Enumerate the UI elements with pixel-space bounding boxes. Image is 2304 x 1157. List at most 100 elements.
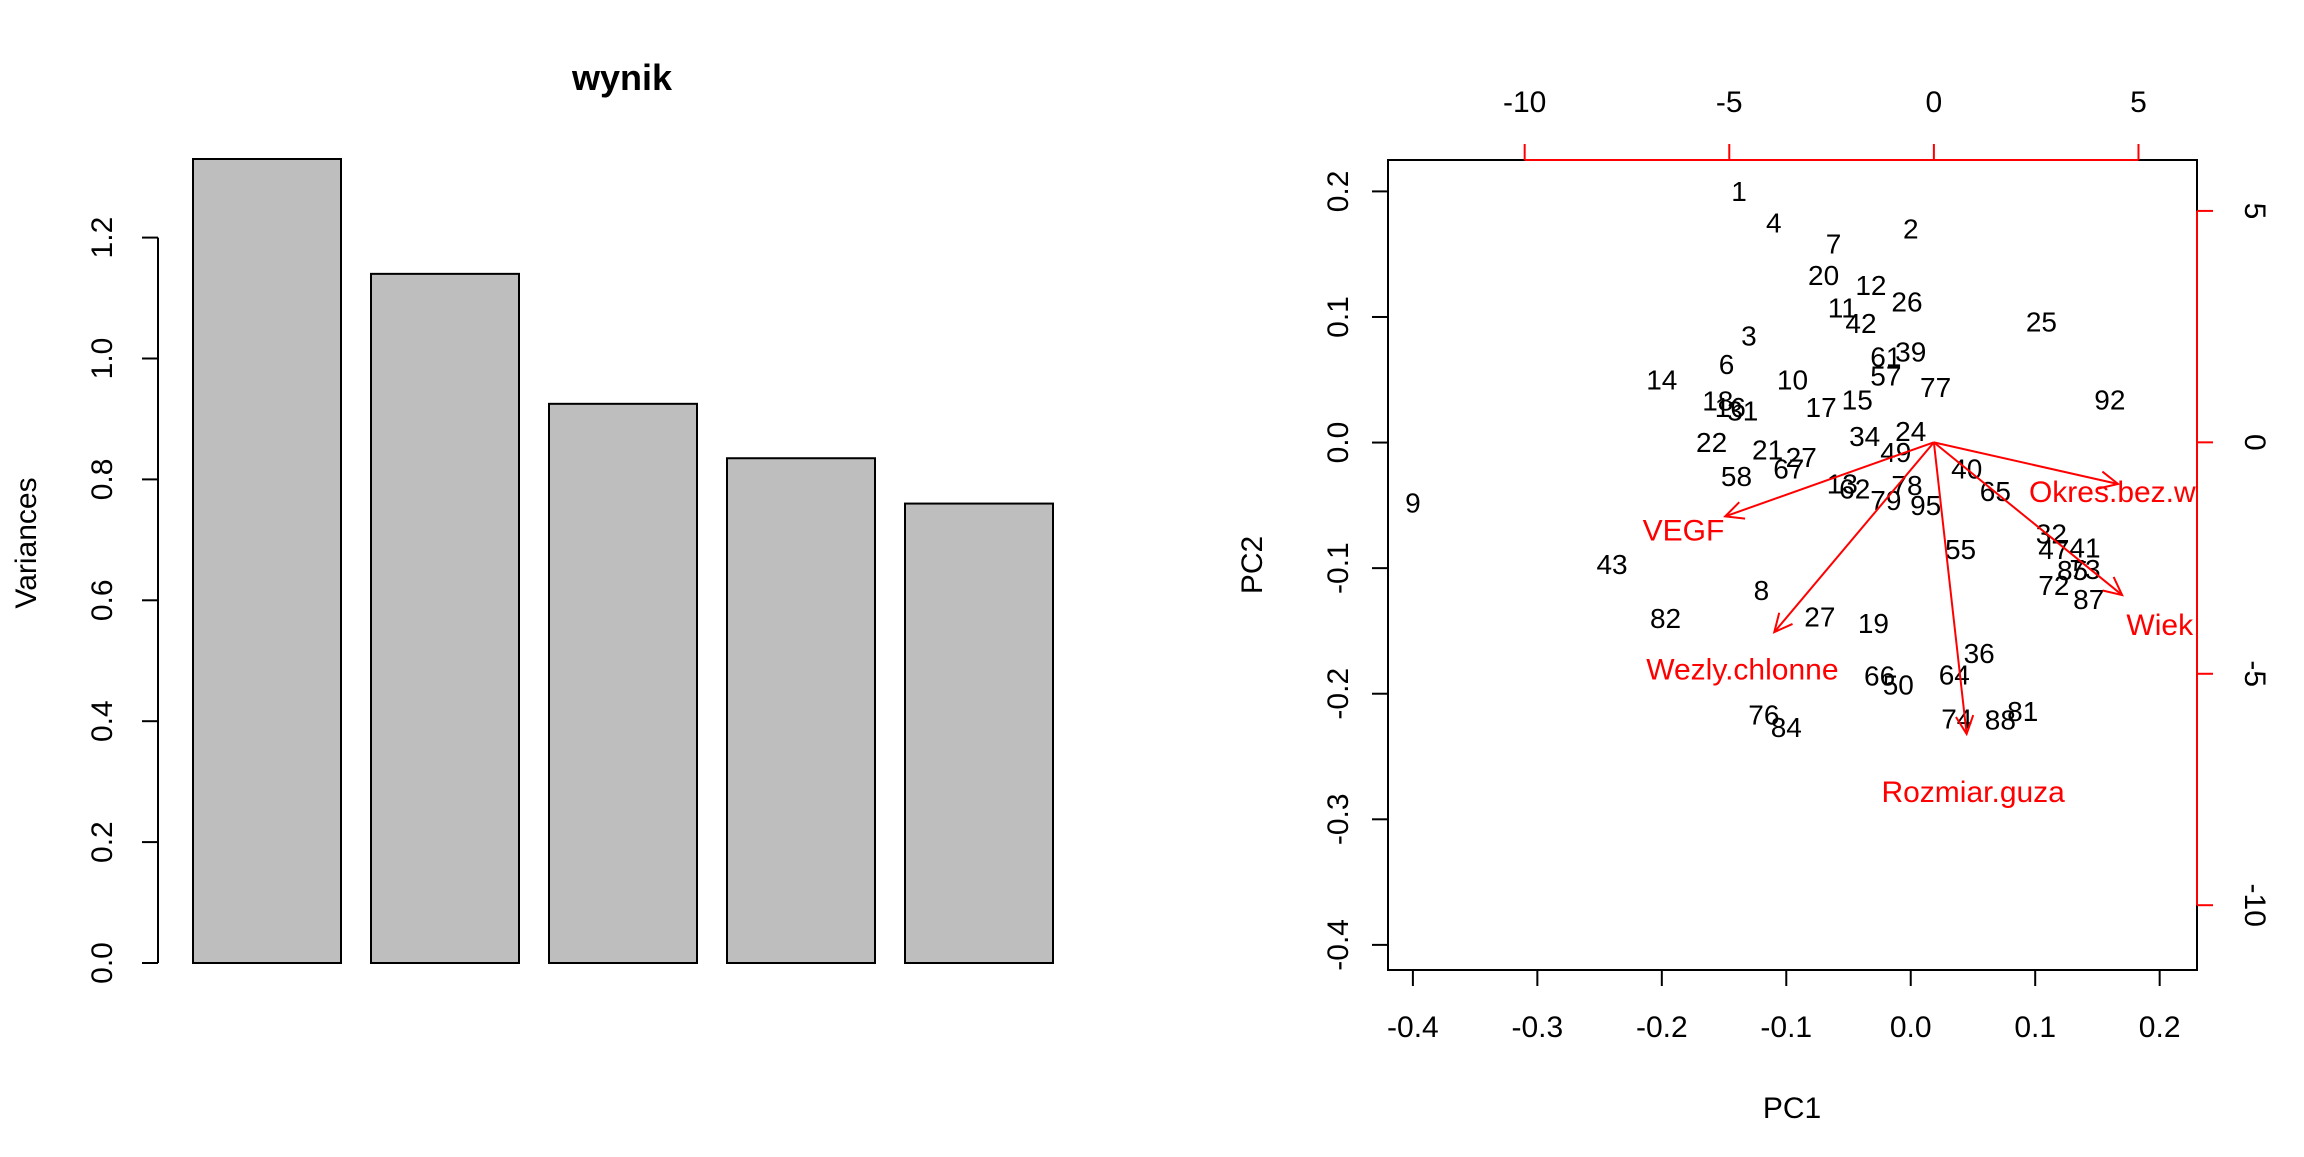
point-label: 24	[1895, 416, 1926, 447]
x-tick-label: -0.4	[1387, 1011, 1439, 1044]
point-label: 88	[1985, 705, 2016, 736]
x-tick-label: 0.1	[2014, 1011, 2056, 1044]
loading-label: Rozmiar.guza	[1881, 776, 2065, 809]
x-tick-label: -0.2	[1636, 1011, 1688, 1044]
y-tick-label: 0.6	[86, 579, 119, 621]
point-label: 31	[1727, 396, 1758, 427]
point-label: 95	[1910, 490, 1941, 521]
x-tick-label: -0.3	[1512, 1011, 1564, 1044]
point-label: 22	[1696, 427, 1727, 458]
point-label: 1	[1731, 176, 1747, 207]
right-tick-label: 5	[2238, 203, 2271, 220]
right-tick-label: 0	[2238, 434, 2271, 451]
y-tick-label: 0.4	[86, 700, 119, 742]
point-label: 27	[1804, 602, 1835, 633]
point-label: 17	[1806, 392, 1837, 423]
point-label: 61	[1870, 342, 1901, 373]
point-label: 4	[1766, 207, 1782, 238]
loading-label: Wiek	[2126, 609, 2194, 642]
top-tick-label: 0	[1926, 86, 1943, 119]
point-label: 15	[1842, 384, 1873, 415]
bars	[192, 158, 1054, 965]
point-label: 66	[1864, 661, 1895, 692]
point-label: 39	[1895, 337, 1926, 368]
bar	[726, 457, 876, 964]
loading-arrow	[1933, 441, 2123, 596]
arrow-head	[1772, 612, 1793, 634]
y-tick-label: -0.3	[1322, 793, 1355, 845]
top-tick-label: 5	[2130, 86, 2147, 119]
point-label: 12	[1855, 270, 1886, 301]
y-tick-label: 0.0	[86, 942, 119, 984]
y-tick-label: 0.2	[86, 821, 119, 863]
y-axis: -0.4 -0.3 -0.2 -0.1 0.0 0.1 0.2	[1322, 171, 1389, 971]
point-label: 14	[1646, 364, 1677, 395]
point-label: 82	[1650, 603, 1681, 634]
point-label: 7	[1826, 229, 1842, 260]
point-label: 50	[1883, 669, 1914, 700]
point-label: 18	[1702, 386, 1733, 417]
point-label: 34	[1849, 421, 1880, 452]
y-tick-label: 0.1	[1322, 296, 1355, 338]
point-label: 57	[1870, 361, 1901, 392]
point-label: 92	[2094, 384, 2125, 415]
point-label: 20	[1808, 260, 1839, 291]
loading-arrow	[1724, 441, 1935, 518]
point-label: 26	[1891, 286, 1922, 317]
y-tick-label: 0.0	[1322, 422, 1355, 464]
point-label: 8	[1754, 575, 1770, 606]
y-tick-label: 0.2	[1322, 171, 1355, 213]
pca-biplot: -0.4 -0.3 -0.2 -0.1 0.0 0.1 0.2 -0.4-0.3-0.2-0…	[1236, 86, 2281, 1125]
loading-arrows: VEGF Wezly.chlonne Rozmiar.guza Wiek Okres.b…	[1643, 441, 2281, 809]
bar	[548, 402, 698, 964]
point-label: 58	[1721, 461, 1752, 492]
y-tick-label: -0.2	[1322, 668, 1355, 720]
arrow-head	[2102, 576, 2124, 597]
point-label: 42	[1845, 308, 1876, 339]
loading-label: Wezly.chlonne	[1646, 654, 1838, 687]
point-label: 3	[1741, 320, 1757, 351]
point-label: 16	[1715, 392, 1746, 423]
x-tick-label: -0.1	[1760, 1011, 1812, 1044]
point-label: 25	[2026, 307, 2057, 338]
point-label: 19	[1858, 608, 1889, 639]
bar	[904, 502, 1054, 964]
chart-title: wynik	[571, 57, 673, 98]
y-tick-label: 1.0	[86, 338, 119, 380]
bar	[192, 158, 342, 964]
arrow-head	[2098, 470, 2121, 490]
right-tick-label: -5	[2238, 660, 2271, 687]
right-tick-label: -10	[2238, 884, 2271, 927]
x-tick-label: 0.0	[1890, 1011, 1932, 1044]
point-label: 13	[1827, 469, 1858, 500]
loading-label: Okres.bez.wznowy	[2029, 476, 2281, 509]
point-label: 32	[2036, 519, 2067, 550]
point-label: 84	[1771, 712, 1802, 743]
point-label: 55	[1945, 534, 1976, 565]
point-label: 62	[1839, 474, 1870, 505]
point-label: 41	[2069, 533, 2100, 564]
y-axis-label: Variances	[10, 477, 43, 608]
point-label: 72	[2038, 570, 2069, 601]
point-label: 73	[2069, 554, 2100, 585]
x-axis: -0.4 -0.3 -0.2 -0.1 0.0 0.1 0.2	[1387, 969, 2181, 1044]
point-label: 67	[1773, 453, 1804, 484]
point-label: 36	[1964, 638, 1995, 669]
point-label: 6	[1719, 349, 1735, 380]
point-label: 77	[1920, 372, 1951, 403]
loading-arrow	[1932, 442, 1968, 735]
scree-bar-chart: wynik Variances 0.0 0.2 0.4 0.6 0.8 1.0 1.2	[10, 57, 1054, 984]
top-tick-label: -10	[1503, 86, 1546, 119]
arrow-head	[1723, 501, 1746, 520]
x-axis-label: PC1	[1763, 1092, 1821, 1125]
right-axis: -10 -5 0 5	[2196, 203, 2271, 927]
point-label: 64	[1939, 659, 1970, 690]
point-label: 43	[1596, 549, 1627, 580]
point-label: 85	[2057, 555, 2088, 586]
point-label: 21	[1752, 435, 1783, 466]
y-tick-label: 0.8	[86, 459, 119, 501]
top-axis: -10 -5 0 5	[1503, 86, 2147, 161]
